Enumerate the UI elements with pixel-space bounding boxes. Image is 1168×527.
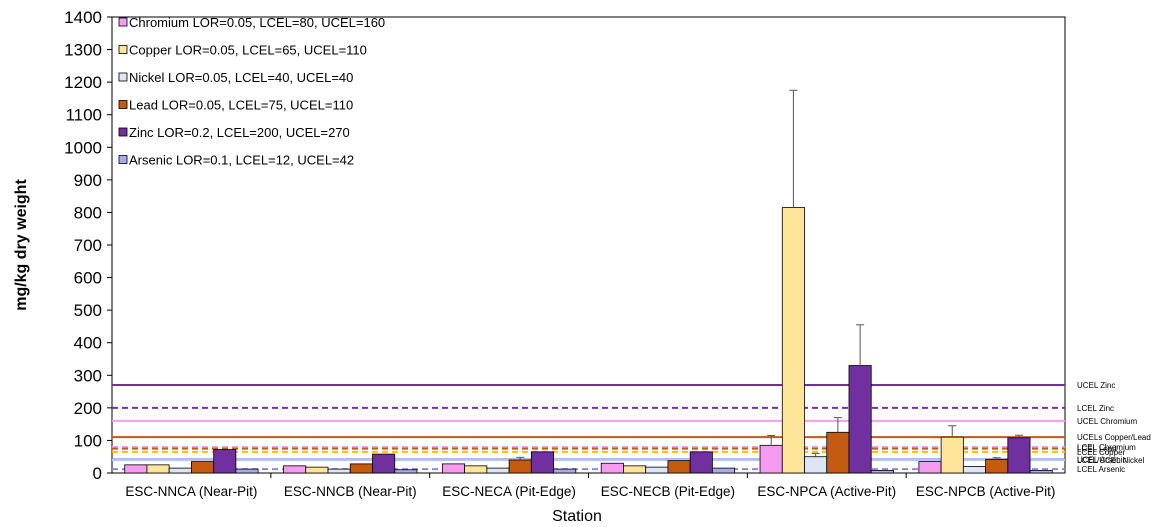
bar: [623, 465, 647, 474]
reference-line-label: LCEL Lead: [1077, 445, 1117, 454]
x-tick-label: ESC-NECA (Pit-Edge): [442, 484, 576, 499]
bar: [235, 468, 259, 474]
bar: [530, 451, 554, 474]
legend-label: Nickel LOR=0.05, LCEL=40, UCEL=40: [129, 70, 353, 85]
x-axis-title: Station: [552, 508, 602, 525]
y-tick-label: 1100: [65, 106, 102, 125]
legend-label: Zinc LOR=0.2, LCEL=200, UCEL=270: [129, 125, 350, 140]
y-tick-label: 900: [74, 171, 102, 190]
legend-label: Arsenic LOR=0.1, LCEL=12, UCEL=42: [129, 153, 354, 168]
bar: [645, 466, 669, 474]
y-tick-label: 0: [93, 464, 102, 483]
reference-line-label: UCELs Copper/Lead: [1077, 433, 1151, 442]
bar: [441, 463, 466, 474]
legend-label: Copper LOR=0.05, LCEL=65, UCEL=110: [129, 43, 367, 58]
legend-swatch: [118, 155, 128, 164]
y-tick-label: 600: [74, 269, 102, 288]
y-axis-title: mg/kg dry weight: [13, 179, 30, 311]
bar: [283, 465, 307, 474]
y-tick-label: 700: [74, 236, 102, 255]
bar: [213, 449, 237, 474]
legend-swatch: [118, 100, 128, 109]
reference-line-label: LCEL Arsenic: [1077, 465, 1125, 474]
y-tick-label: 800: [74, 203, 102, 222]
bar: [985, 458, 1009, 474]
bar: [124, 464, 148, 474]
bar: [940, 436, 964, 474]
bar: [305, 466, 329, 474]
bar: [870, 469, 894, 474]
bar: [689, 451, 713, 474]
reference-line-label: UCEL Chromium: [1077, 417, 1137, 426]
y-tick-label: 500: [74, 301, 102, 320]
legend-swatch: [118, 72, 128, 82]
x-tick-label: ESC-NECB (Pit-Edge): [601, 484, 735, 499]
bar: [349, 463, 373, 474]
legend-label: Chromium LOR=0.05, LCEL=80, UCEL=160: [129, 15, 385, 30]
y-tick-label: 1400: [64, 8, 102, 27]
reference-line-label: LCEL/UCEL Nickel: [1077, 456, 1145, 465]
bar: [848, 365, 872, 474]
legend-swatch: [118, 127, 128, 137]
bar: [464, 465, 488, 474]
bar: [146, 464, 170, 474]
reference-line-label: LCEL Chromium: [1077, 443, 1136, 452]
bar: [759, 444, 783, 474]
bar: [600, 462, 624, 474]
bar: [711, 467, 736, 474]
reference-line-label: UCEL Zinc: [1077, 381, 1115, 390]
legend: Chromium LOR=0.05, LCEL=80, UCEL=160 Copp…: [118, 15, 385, 168]
bar: [918, 461, 942, 474]
reference-line-label: LCEL Zinc: [1077, 404, 1114, 413]
bar: [486, 467, 510, 474]
bar: [804, 456, 828, 474]
bar: [327, 468, 351, 474]
bar: [1029, 469, 1053, 474]
bar: [508, 459, 532, 474]
bar: [962, 466, 986, 474]
y-tick-label: 1300: [64, 41, 102, 60]
bar: [191, 461, 215, 474]
axes: 0 100 200 300 400 500 600 700 800 900 1000 1100 1200…: [64, 8, 1066, 499]
bar: [394, 469, 418, 474]
bar: [1007, 437, 1031, 474]
x-tick-label: ESC-NPCA (Active-Pit): [757, 484, 896, 499]
bar: [667, 460, 691, 474]
bar: [781, 207, 805, 474]
bars: [124, 89, 1053, 474]
y-tick-label: 1200: [64, 73, 102, 92]
plot-area: [111, 16, 1066, 474]
y-tick-label: 1000: [64, 138, 102, 157]
x-tick-label: ESC-NPCB (Active-Pit): [916, 484, 1056, 499]
x-tick-label: ESC-NNCB (Near-Pit): [284, 484, 417, 499]
y-tick-label: 400: [74, 334, 102, 353]
reference-line-label: LCEL Copper: [1077, 448, 1126, 457]
legend-swatch: [118, 17, 128, 27]
legend-swatch: [118, 45, 128, 54]
reference-lines: UCEL Zinc LCEL Zinc UCEL Chromium UCELs Cop…: [112, 381, 1151, 474]
bar: [372, 453, 396, 474]
reference-line-label: UCEL Arsenic: [1077, 455, 1127, 464]
legend-label: Lead LOR=0.05, LCEL=75, UCEL=110: [129, 98, 353, 113]
y-tick-label: 200: [74, 399, 102, 418]
bar: [553, 468, 577, 474]
y-tick-label: 300: [74, 366, 102, 385]
bar: [168, 467, 192, 474]
bar: [826, 431, 850, 474]
x-tick-label: ESC-NNCA (Near-Pit): [125, 484, 257, 499]
y-tick-label: 100: [74, 431, 102, 450]
